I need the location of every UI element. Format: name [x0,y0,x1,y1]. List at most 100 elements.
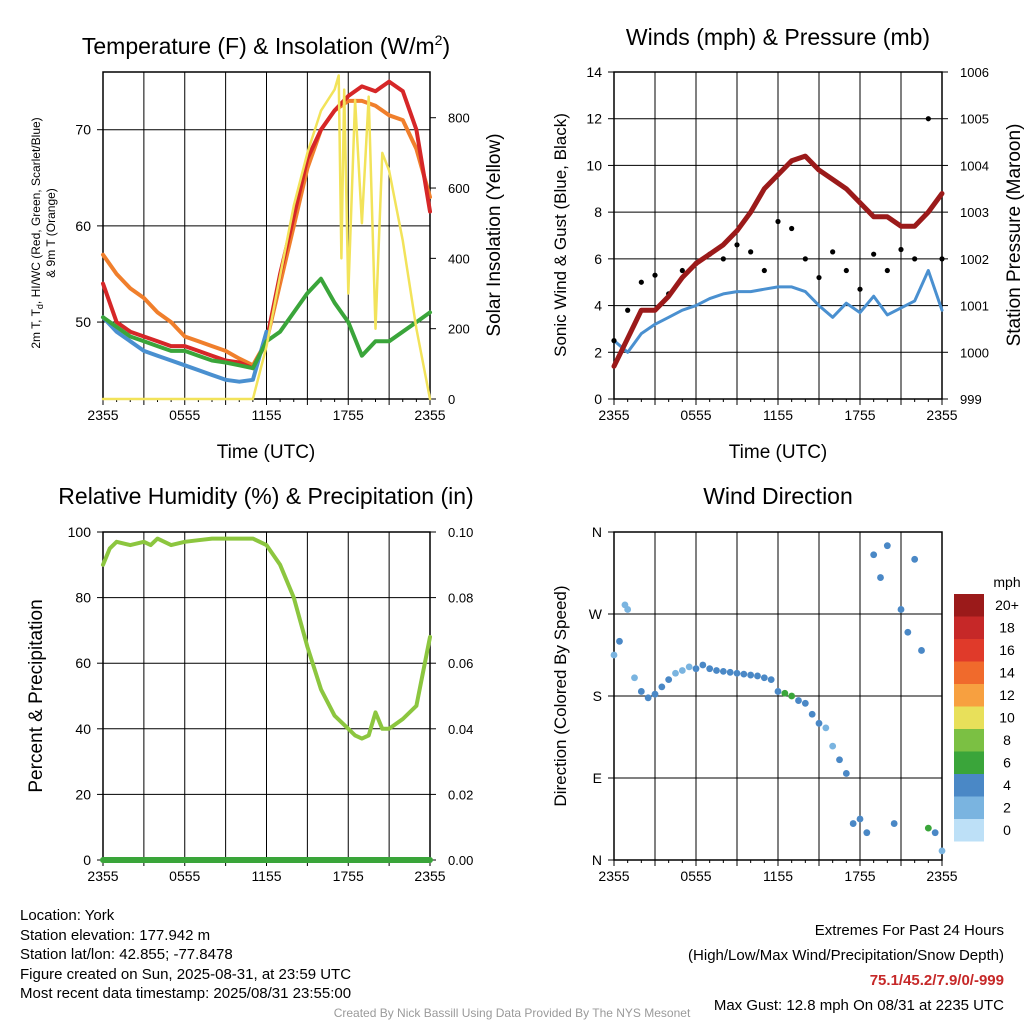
extremes-info: Extremes For Past 24 Hours (High/Low/Max… [688,918,1004,1018]
direction-y-tick-label: E [593,770,602,786]
humidity-right-tick-label: 0.06 [448,656,473,671]
gust-point [802,256,808,262]
gust-point [925,116,931,122]
temperature-right-tick-label: 0 [448,392,455,407]
direction-frame [613,531,943,861]
direction-y-tick-label: W [589,606,603,622]
direction-point [672,669,679,677]
gust-point [720,256,726,262]
direction-panel: Wind Direction Direction (Colored By Spe… [551,483,1021,884]
gust-point [898,246,904,253]
direction-y-tick-label: N [592,852,602,868]
legend-swatch [954,706,984,729]
pressure-line [611,153,945,369]
winds-ylabel-left: Sonic Wind & Gust (Blue, Black) [551,113,570,357]
winds-panel: Winds (mph) & Pressure (mb) Time (UTC) S… [551,24,1024,463]
winds-x-tick-label: 2355 [926,407,957,423]
direction-point [890,820,898,827]
legend-label: 6 [1003,755,1011,771]
direction-point [637,688,645,695]
humidity-title: Relative Humidity (%) & Precipitation (i… [58,483,473,509]
gust-point [652,272,658,278]
winds-y-tick-label: 14 [586,64,602,80]
gust-point [748,249,754,255]
direction-point [781,689,789,697]
winds-y-tick-label: 4 [594,298,602,314]
gust-point [761,267,767,274]
temperature-x-tick-label: 0555 [169,407,200,423]
temperature-right-tick-label: 800 [448,111,470,126]
max-gust-text: Max Gust: 12.8 mph On 08/31 at 2235 UTC [713,997,1004,1014]
gust-point [830,249,836,255]
temperature-title: Temperature (F) & Insolation (W/m2) [82,32,450,59]
direction-point [658,683,666,691]
gust-point [884,267,890,274]
direction-point [610,651,618,659]
temperature-right-tick-label: 400 [448,251,470,266]
extremes-values: 75.1/45.2/7.9/0/-999 [869,972,1004,989]
winds-plot-area: 2355 0555 1155 1755 235502468101214999100010… [586,64,989,423]
credit-text: Created By Nick Bassill Using Data Provi… [333,1006,691,1020]
direction-point [877,574,884,581]
legend-swatch [954,616,984,639]
winds-right-tick-label: 1004 [960,158,989,173]
direction-point [665,676,673,683]
winds-right-tick-label: 1006 [960,65,989,80]
temperature-y-tick-label: 50 [75,314,91,330]
humidity-y-tick-label: 0 [83,852,91,868]
temperature-plot-area: 2355 0555 1155 1755 2355 50 60 70 0 200 400 600 800 [75,71,470,423]
winds-x-tick-label: 1755 [844,407,875,423]
gust-point [871,251,877,257]
recent-data-text: Most recent data timestamp: 2025/08/31 2… [20,985,352,1002]
direction-point [760,674,768,682]
winds-x-tick-label: 0555 [680,407,711,423]
gust-point [816,274,822,281]
legend-title: mph [993,574,1020,590]
legend-label: 0 [1003,822,1011,838]
winds-right-tick-label: 999 [960,392,982,407]
winds-x-tick-label: 1155 [763,407,793,423]
legend-label: 2 [1003,800,1011,816]
humidity-x-tick-label: 0555 [169,868,200,884]
humidity-right-tick-label: 0.02 [448,787,473,802]
direction-x-tick-label: 0555 [680,868,711,884]
temperature-x-tick-label: 1155 [251,407,281,423]
direction-point [938,847,946,855]
gust-point [734,242,740,248]
direction-point [713,667,720,674]
winds-x-tick-label: 2355 [598,407,629,423]
temperature-y-tick-label: 70 [75,122,91,138]
direction-y-tick-label: S [593,688,602,704]
direction-point [644,694,652,702]
direction-point [624,606,632,613]
insolation-line [101,74,432,401]
latlon-text: Station lat/lon: 42.855; -77.8478 [20,946,233,963]
humidity-y-tick-label: 100 [68,524,92,540]
direction-point [754,672,761,680]
humidity-x-tick-label: 2355 [87,868,118,884]
direction-point [788,692,796,700]
gust-point [912,256,918,262]
direction-point [870,551,878,559]
direction-point [904,628,912,636]
direction-point [685,663,693,671]
humidity-right-tick-label: 0.08 [448,591,473,606]
legend-swatch [954,729,984,752]
gust-point [625,307,631,313]
station-info: Location: York Station elevation: 177.94… [20,906,351,1004]
winds-y-tick-label: 6 [594,251,602,267]
direction-point [836,756,843,764]
winds-y-tick-label: 2 [594,344,602,360]
legend-label: 8 [1003,732,1011,748]
humidity-y-tick-label: 20 [75,786,91,802]
direction-point [699,661,707,669]
humidity-y-tick-label: 40 [75,721,91,737]
legend-swatch [954,661,984,684]
legend-label: 12 [999,687,1015,703]
direction-point [815,719,823,727]
speed-legend: 20+ 18 16 14 12 10 8 6 4 2 0 [954,594,1019,842]
direction-point [808,710,816,718]
direction-ylabel-left: Direction (Colored By Speed) [551,585,570,806]
humidity-x-tick-label: 1755 [333,868,364,884]
winds-y-tick-label: 8 [594,204,602,220]
